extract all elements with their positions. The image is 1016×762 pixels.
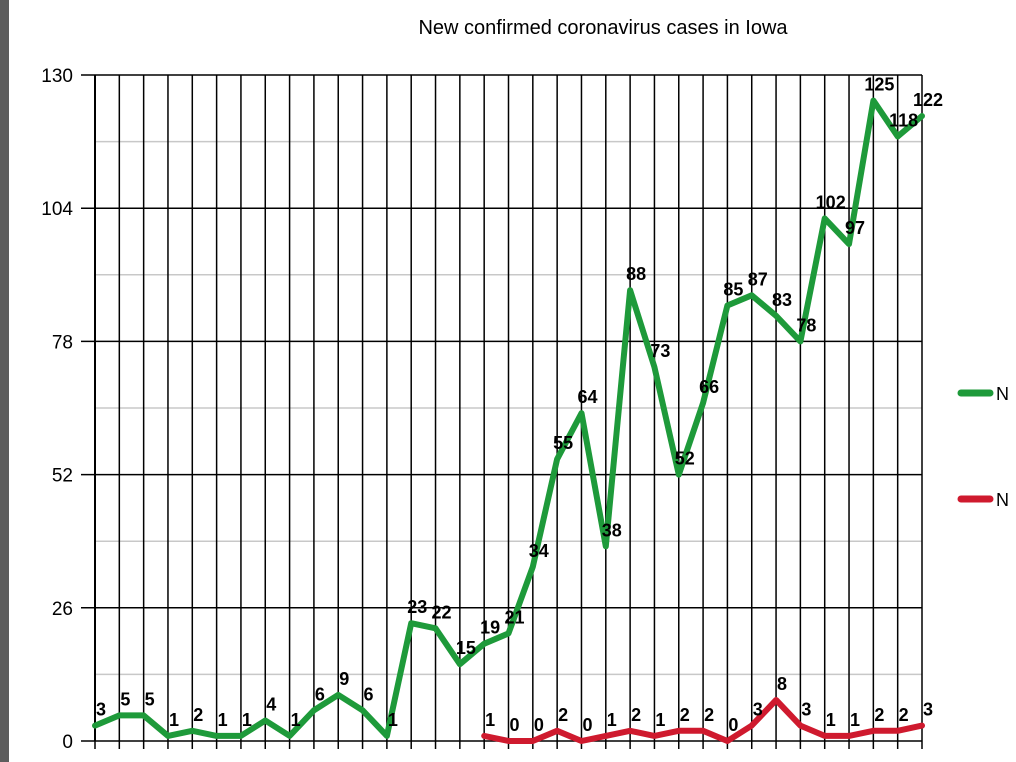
data-label-series-2: 0 [534, 715, 544, 735]
data-label-series-1: 15 [456, 638, 476, 658]
series-line-2 [481, 697, 925, 744]
data-label-series-2: 2 [704, 705, 714, 725]
data-label-series-1: 1 [291, 710, 301, 730]
legend: NN [957, 384, 1009, 510]
data-label-series-2: 0 [582, 715, 592, 735]
data-label-series-1: 6 [315, 684, 325, 704]
data-label-series-1: 102 [816, 192, 846, 212]
y-tick-label: 130 [41, 66, 73, 87]
legend-label-2: N [996, 490, 1009, 510]
data-label-series-1: 1 [388, 710, 398, 730]
data-label-series-1: 21 [504, 607, 524, 627]
y-tick-label: 52 [52, 466, 73, 487]
data-label-series-2: 2 [558, 705, 568, 725]
data-label-series-1: 38 [602, 520, 622, 540]
data-label-series-1: 73 [650, 341, 670, 361]
data-label-series-2: 1 [655, 710, 665, 730]
data-label-series-1: 64 [577, 387, 597, 407]
data-label-series-2: 2 [899, 705, 909, 725]
data-label-series-1: 1 [218, 710, 228, 730]
data-label-series-1: 22 [432, 602, 452, 622]
data-label-series-2: 1 [607, 710, 617, 730]
data-label-series-2: 2 [874, 705, 884, 725]
data-label-series-2: 1 [850, 710, 860, 730]
data-label-series-1: 66 [699, 377, 719, 397]
data-label-series-1: 52 [675, 449, 695, 469]
data-label-series-1: 5 [120, 689, 130, 709]
data-label-series-2: 2 [631, 705, 641, 725]
chart-title: New confirmed coronavirus cases in Iowa [418, 17, 788, 39]
data-label-series-1: 85 [723, 280, 743, 300]
series-line-1 [92, 97, 925, 739]
data-label-series-2: 3 [923, 700, 933, 720]
data-label-series-1: 3 [96, 700, 106, 720]
grid [81, 74, 923, 742]
data-label-series-2: 3 [801, 700, 811, 720]
data-label-series-1: 1 [242, 710, 252, 730]
data-label-series-1: 55 [553, 433, 573, 453]
data-label-series-2: 3 [753, 700, 763, 720]
data-label-series-1: 23 [407, 597, 427, 617]
data-label-series-1: 125 [864, 75, 894, 95]
data-label-series-2: 0 [509, 715, 519, 735]
data-label-series-1: 78 [796, 315, 816, 335]
window-edge [0, 0, 9, 762]
data-label-series-1: 5 [145, 689, 155, 709]
data-label-series-1: 118 [889, 110, 918, 130]
data-label-series-2: 2 [680, 705, 690, 725]
plot-area [92, 97, 925, 744]
data-label-series-2: 1 [826, 710, 836, 730]
y-tick-label: 78 [52, 332, 73, 353]
data-label-series-1: 19 [480, 618, 500, 638]
data-label-series-1: 4 [266, 695, 276, 715]
data-label-series-1: 34 [529, 541, 549, 561]
data-label-series-2: 0 [728, 715, 738, 735]
data-label-series-1: 9 [339, 669, 349, 689]
legend-label-1: N [996, 384, 1009, 404]
data-label-series-1: 83 [772, 290, 792, 310]
data-label-series-1: 88 [626, 264, 646, 284]
data-label-series-1: 1 [169, 710, 179, 730]
data-label-series-1: 6 [364, 684, 374, 704]
y-tick-label: 104 [41, 199, 73, 220]
data-label-series-2: 8 [777, 674, 787, 694]
data-label-series-1: 2 [193, 705, 203, 725]
y-tick-label: 0 [62, 732, 73, 753]
data-label-series-2: 1 [485, 710, 495, 730]
y-tick-label: 26 [52, 599, 73, 620]
data-label-series-1: 97 [845, 218, 865, 238]
data-label-series-1: 122 [913, 90, 943, 110]
data-label-series-1: 87 [748, 269, 768, 289]
